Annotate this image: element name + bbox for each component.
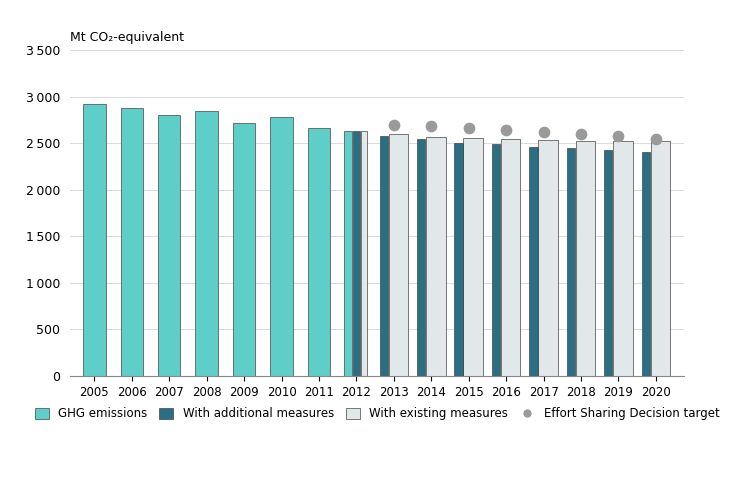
Bar [426, 137, 446, 376]
Bar [308, 128, 330, 376]
Bar [379, 136, 388, 376]
Bar [538, 140, 558, 376]
Point [425, 122, 437, 130]
Bar [613, 141, 633, 376]
Bar [360, 131, 367, 376]
Bar [492, 144, 500, 376]
Point [575, 130, 587, 138]
Bar [158, 115, 180, 376]
Point [650, 135, 662, 143]
Legend: GHG emissions, With additional measures, With existing measures, Effort Sharing : GHG emissions, With additional measures,… [30, 403, 724, 425]
Point [463, 124, 475, 132]
Bar [464, 138, 483, 376]
Bar [344, 131, 352, 376]
Bar [388, 133, 408, 376]
Bar [417, 139, 425, 376]
Bar [195, 111, 218, 376]
Bar [604, 150, 612, 376]
Bar [271, 118, 293, 376]
Bar [353, 131, 360, 376]
Bar [642, 152, 650, 376]
Point [612, 132, 624, 140]
Bar [651, 141, 670, 376]
Text: Mt CO₂-equivalent: Mt CO₂-equivalent [70, 31, 184, 44]
Bar [121, 108, 143, 376]
Bar [233, 123, 256, 376]
Bar [576, 141, 595, 376]
Bar [529, 147, 538, 376]
Bar [455, 143, 463, 376]
Bar [83, 104, 106, 376]
Bar [501, 139, 520, 376]
Point [538, 128, 550, 136]
Bar [567, 149, 575, 376]
Point [500, 126, 512, 134]
Point [388, 121, 400, 129]
